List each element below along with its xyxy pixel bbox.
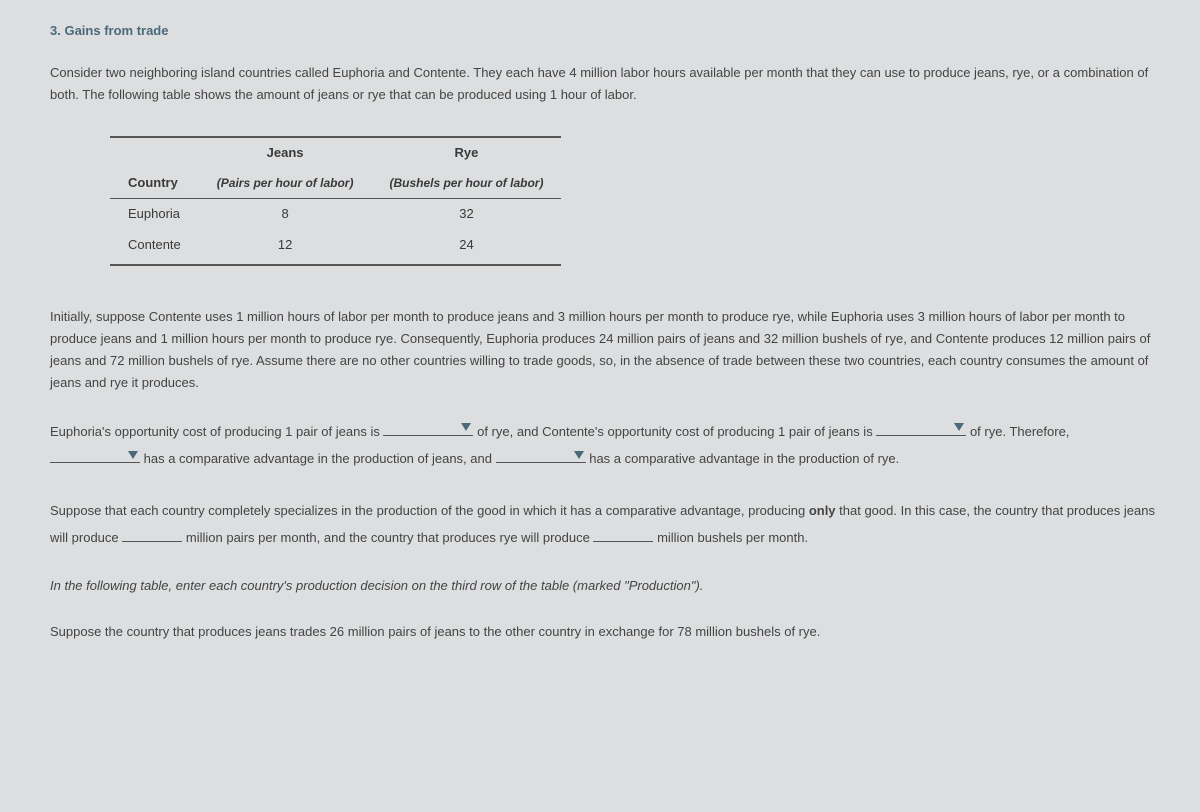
col-rye-header: Rye: [371, 137, 561, 168]
table-instruction: In the following table, enter each count…: [50, 575, 1160, 597]
specialization-paragraph: Suppose that each country completely spe…: [50, 497, 1160, 552]
text: of rye. Therefore,: [970, 424, 1069, 439]
cell-country: Euphoria: [110, 199, 199, 230]
cell-rye: 32: [371, 199, 561, 230]
cell-jeans: 8: [199, 199, 372, 230]
dropdown-contente-oc[interactable]: [876, 420, 966, 436]
table-row: Contente 12 24: [110, 230, 561, 265]
dropdown-euphoria-oc[interactable]: [383, 420, 473, 436]
cell-country: Contente: [110, 230, 199, 265]
dropdown-jeans-advantage[interactable]: [50, 448, 140, 464]
trade-paragraph: Suppose the country that produces jeans …: [50, 621, 1160, 643]
text: million pairs per month, and the country…: [186, 530, 594, 545]
text: has a comparative advantage in the produ…: [144, 451, 496, 466]
intro-paragraph: Consider two neighboring island countrie…: [50, 62, 1160, 106]
col-country-header: Country: [110, 168, 199, 199]
only-word: only: [809, 503, 836, 518]
col-rye-sub: (Bushels per hour of labor): [371, 168, 561, 199]
text: Suppose that each country completely spe…: [50, 503, 809, 518]
col-jeans-sub: (Pairs per hour of labor): [199, 168, 372, 199]
text: has a comparative advantage in the produ…: [589, 451, 899, 466]
input-rye-output[interactable]: [593, 528, 653, 542]
dropdown-rye-advantage[interactable]: [496, 448, 586, 464]
text: million bushels per month.: [657, 530, 808, 545]
text: of rye, and Contente's opportunity cost …: [477, 424, 876, 439]
opportunity-cost-paragraph: Euphoria's opportunity cost of producing…: [50, 418, 1160, 473]
cell-jeans: 12: [199, 230, 372, 265]
section-title: 3. Gains from trade: [50, 20, 1160, 42]
col-jeans-header: Jeans: [199, 137, 372, 168]
productivity-table: Jeans Rye Country (Pairs per hour of lab…: [110, 136, 561, 265]
input-jeans-output[interactable]: [122, 528, 182, 542]
allocation-paragraph: Initially, suppose Contente uses 1 milli…: [50, 306, 1160, 394]
cell-rye: 24: [371, 230, 561, 265]
text: Euphoria's opportunity cost of producing…: [50, 424, 383, 439]
table-row: Euphoria 8 32: [110, 199, 561, 230]
